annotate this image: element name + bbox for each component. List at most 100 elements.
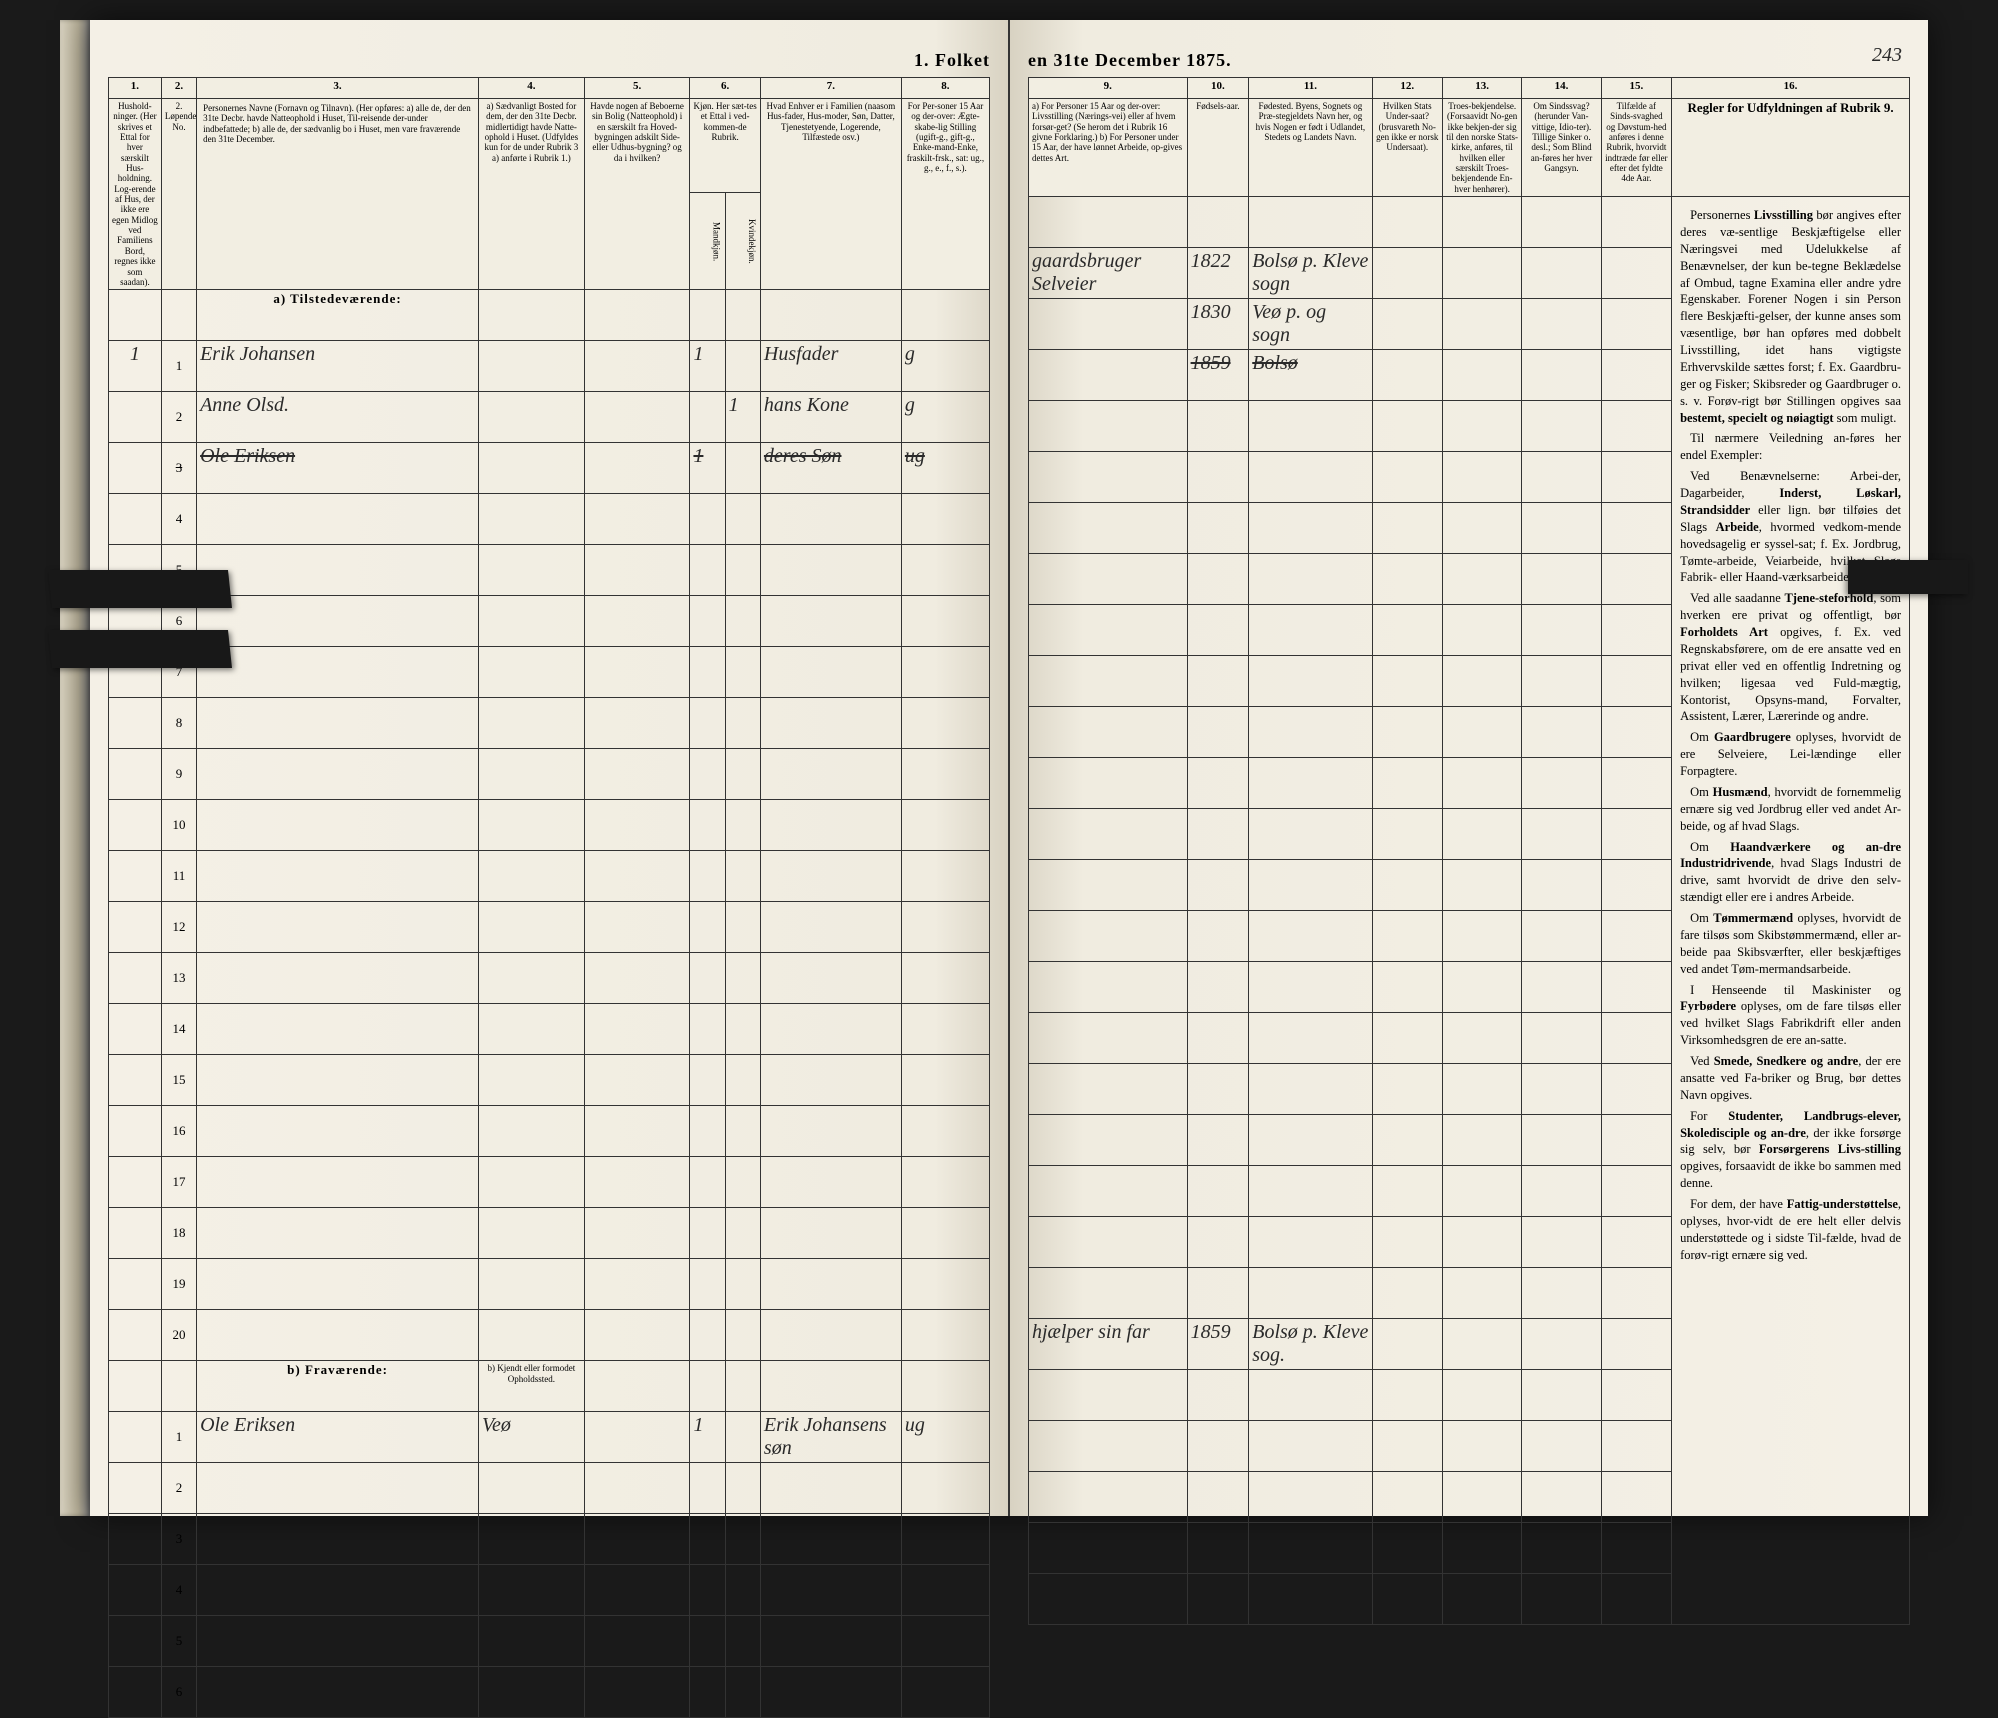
cell bbox=[760, 1463, 901, 1514]
cell bbox=[1601, 1421, 1671, 1472]
cell bbox=[1443, 299, 1522, 350]
cell bbox=[479, 851, 585, 902]
cell bbox=[1522, 962, 1601, 1013]
cell bbox=[1249, 1268, 1372, 1319]
head-col4: a) Sædvanligt Bosted for dem, der den 31… bbox=[479, 99, 585, 290]
head-col5: Havde nogen af Beboerne sin Bolig (Natte… bbox=[584, 99, 690, 290]
head-col6-female: Kvindekjøn. bbox=[725, 193, 760, 290]
household-number bbox=[109, 1463, 162, 1514]
row-number: 15 bbox=[161, 1055, 196, 1106]
cell bbox=[760, 647, 901, 698]
row-number: 2 bbox=[161, 392, 196, 443]
cell bbox=[1443, 1115, 1522, 1166]
binding-tab-2 bbox=[48, 630, 232, 668]
cell bbox=[1249, 707, 1372, 758]
cell bbox=[1601, 452, 1671, 503]
census-row: 16 bbox=[109, 1106, 990, 1157]
household-number bbox=[109, 1412, 162, 1463]
cell bbox=[479, 749, 585, 800]
rules-paragraph: Om Tømmermænd oplyses, hvorvidt de fare … bbox=[1680, 910, 1901, 978]
cell bbox=[1443, 1472, 1522, 1523]
cell bbox=[1522, 1472, 1601, 1523]
cell bbox=[760, 1565, 901, 1616]
cell bbox=[1249, 1166, 1372, 1217]
rules-paragraph: Til nærmere Veiledning an-føres her ende… bbox=[1680, 430, 1901, 464]
cell: deres Søn bbox=[760, 443, 901, 494]
cell bbox=[901, 1667, 989, 1718]
cell bbox=[1249, 962, 1372, 1013]
household-number bbox=[109, 851, 162, 902]
cell bbox=[197, 800, 479, 851]
cell bbox=[725, 1055, 760, 1106]
row-number: 9 bbox=[161, 749, 196, 800]
cell bbox=[690, 1361, 725, 1412]
colnum-16.: 16. bbox=[1672, 78, 1910, 99]
cell bbox=[197, 494, 479, 545]
cell bbox=[760, 953, 901, 1004]
cell bbox=[1372, 962, 1442, 1013]
cell bbox=[725, 953, 760, 1004]
cell bbox=[197, 1310, 479, 1361]
header-title-left: 1. Folket bbox=[108, 50, 990, 71]
cell bbox=[1601, 197, 1671, 248]
cell bbox=[1249, 656, 1372, 707]
cell bbox=[1443, 452, 1522, 503]
cell bbox=[1187, 911, 1249, 962]
census-row: 15 bbox=[109, 1055, 990, 1106]
cell bbox=[479, 800, 585, 851]
cell bbox=[584, 1055, 690, 1106]
cell bbox=[479, 443, 585, 494]
cell bbox=[901, 1004, 989, 1055]
cell bbox=[197, 1616, 479, 1667]
household-number bbox=[109, 749, 162, 800]
section-b-c4-label: b) Kjendt eller formodet Opholdssted. bbox=[479, 1361, 585, 1412]
cell: hans Kone bbox=[760, 392, 901, 443]
cell bbox=[479, 902, 585, 953]
cell bbox=[479, 1667, 585, 1718]
census-row: 6 bbox=[109, 1667, 990, 1718]
cell bbox=[584, 749, 690, 800]
cell bbox=[1443, 1268, 1522, 1319]
household-number bbox=[109, 1157, 162, 1208]
cell bbox=[197, 1157, 479, 1208]
colnum-4.: 4. bbox=[479, 78, 585, 99]
head-col13: Troes-bekjendelse. (Forsaavidt No-gen ik… bbox=[1443, 99, 1522, 197]
cell bbox=[901, 1055, 989, 1106]
cell bbox=[1187, 1166, 1249, 1217]
cell bbox=[690, 749, 725, 800]
cell bbox=[1372, 707, 1442, 758]
cell bbox=[725, 698, 760, 749]
cell bbox=[1249, 605, 1372, 656]
cell bbox=[1601, 809, 1671, 860]
household-number bbox=[109, 1208, 162, 1259]
cell bbox=[479, 1565, 585, 1616]
cell bbox=[1187, 1217, 1249, 1268]
cell bbox=[1187, 1370, 1249, 1421]
cell: 1859 bbox=[1187, 1319, 1249, 1370]
cell bbox=[584, 443, 690, 494]
cell bbox=[1443, 605, 1522, 656]
cell bbox=[725, 902, 760, 953]
cell bbox=[1187, 1574, 1249, 1625]
row-number: 12 bbox=[161, 902, 196, 953]
row-number: 10 bbox=[161, 800, 196, 851]
cell bbox=[690, 1667, 725, 1718]
cell bbox=[584, 1208, 690, 1259]
household-number bbox=[109, 1055, 162, 1106]
page-number: 243 bbox=[1872, 44, 1902, 67]
cell bbox=[1522, 1217, 1601, 1268]
cell bbox=[1522, 1574, 1601, 1625]
colnum-6.: 6. bbox=[690, 78, 760, 99]
cell bbox=[760, 698, 901, 749]
cell bbox=[197, 1259, 479, 1310]
row-number: 20 bbox=[161, 1310, 196, 1361]
cell bbox=[901, 494, 989, 545]
cell bbox=[1522, 911, 1601, 962]
row-number: 3 bbox=[161, 1514, 196, 1565]
rules-paragraph: Ved alle saadanne Tjene-steforhold, som … bbox=[1680, 590, 1901, 725]
cell bbox=[1029, 452, 1188, 503]
cell bbox=[725, 749, 760, 800]
cell bbox=[584, 1463, 690, 1514]
row-number: 6 bbox=[161, 1667, 196, 1718]
cell bbox=[760, 1310, 901, 1361]
